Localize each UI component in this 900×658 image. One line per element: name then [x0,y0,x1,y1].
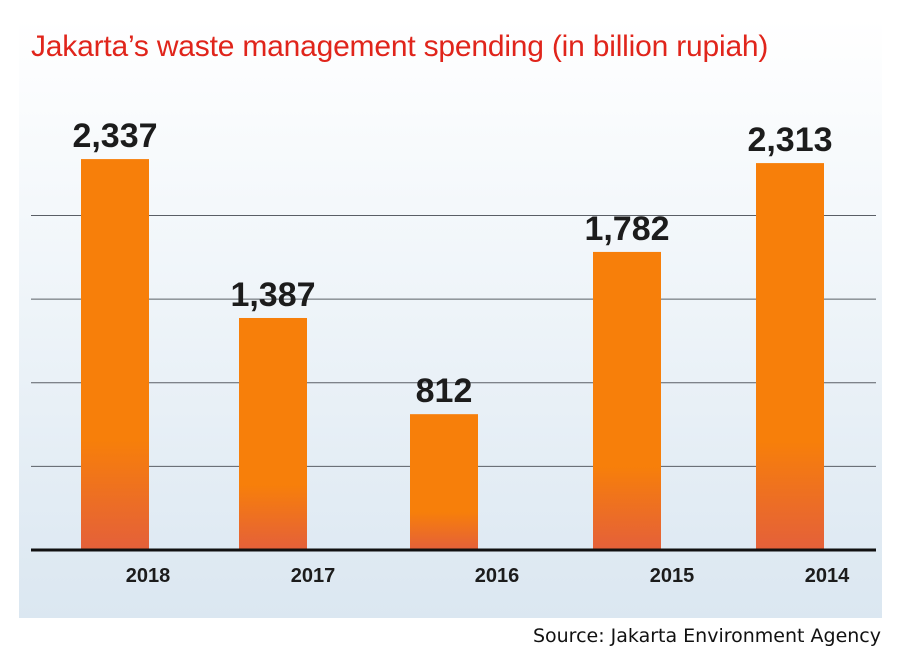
x-tick-2015: 2015 [650,565,695,587]
chart-title: Jakarta’s waste management spending (in … [31,30,769,63]
bars [81,159,824,551]
bar-2015 [593,251,661,551]
value-labels: 2,337 1,387 812 1,782 2,313 [72,117,832,410]
value-label-2018: 2,337 [72,117,157,155]
x-tick-2017: 2017 [291,565,336,587]
x-tick-2014: 2014 [805,565,850,587]
value-label-2016: 812 [416,372,473,410]
bar-2017 [239,317,307,550]
bar-2018 [81,159,149,551]
value-label-2017: 1,387 [230,276,315,314]
bar-2014 [756,163,824,550]
value-label-2014: 2,313 [747,121,832,159]
x-tick-2018: 2018 [126,565,171,587]
bar-2016 [410,414,478,550]
x-tick-2016: 2016 [475,565,520,587]
value-label-2015: 1,782 [584,210,669,248]
source-note: Source: Jakarta Environment Agency [532,625,881,647]
x-tick-labels: 2018 2017 2016 2015 2014 [126,565,850,587]
